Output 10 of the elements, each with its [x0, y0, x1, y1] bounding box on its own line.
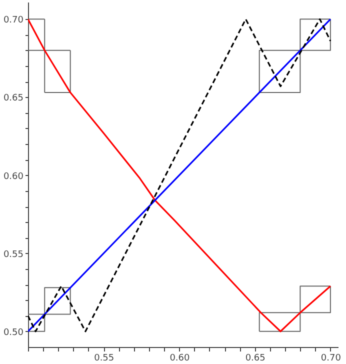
y-tick-label: 0.65: [3, 94, 24, 104]
y-tick-label: 0.55: [3, 250, 24, 260]
y-tick-label: 0.60: [3, 172, 24, 182]
x-tick-label: 0.60: [170, 354, 190, 364]
y-tick-label: 0.50: [3, 328, 24, 338]
line-series: [28, 18, 332, 332]
x-tick-label: 0.70: [320, 354, 342, 364]
x-tick-label: 0.65: [245, 354, 266, 364]
x-tick-label: 0.55: [94, 354, 114, 364]
y-tick-label: 0.70: [3, 16, 24, 26]
